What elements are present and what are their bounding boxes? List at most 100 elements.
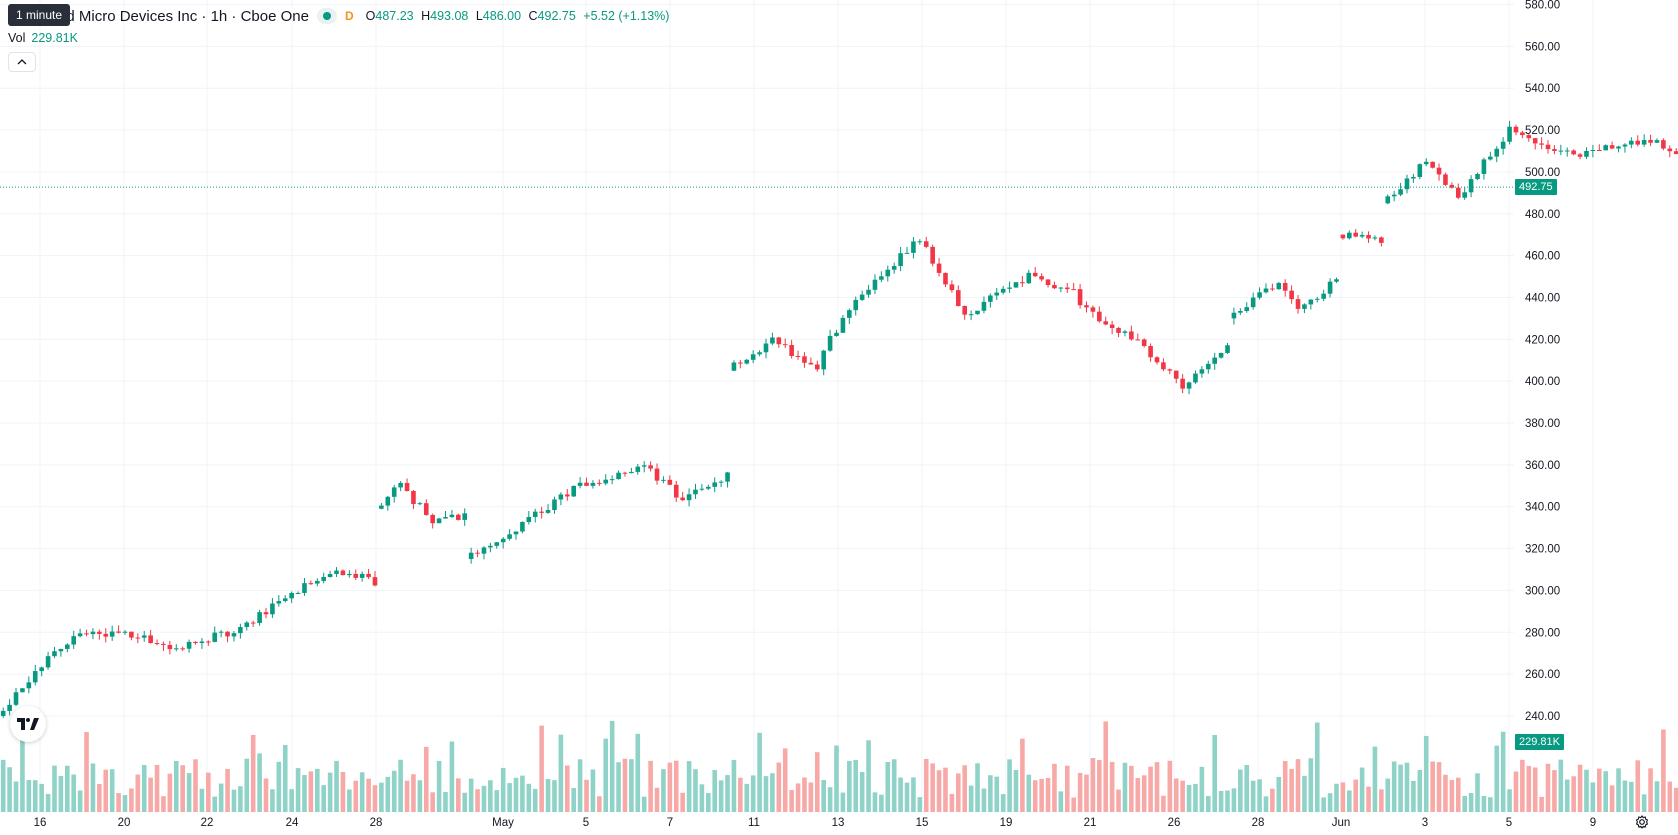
candle-body [231, 633, 237, 637]
candle-body [135, 637, 141, 639]
candle-body [1218, 352, 1224, 358]
candle-body [1276, 282, 1282, 290]
volume-bar [911, 777, 916, 812]
candle-body [1020, 282, 1025, 284]
candle-body [930, 246, 935, 264]
volume-bar [1238, 769, 1243, 812]
candle-body [1186, 382, 1192, 389]
volume-bar [1622, 780, 1628, 812]
last-volume-tag: 229.81K [1515, 734, 1564, 750]
volume-bar [353, 780, 359, 812]
candle-body [526, 516, 532, 523]
volume-bar [1673, 787, 1678, 812]
candle-body [148, 635, 153, 644]
volume-bar [1641, 794, 1647, 812]
candle-body [1661, 140, 1666, 149]
volume-bar [584, 779, 589, 812]
candle-body [244, 622, 250, 628]
volume-bar [1654, 781, 1660, 812]
candle-body [71, 636, 77, 645]
candle-body [975, 310, 980, 315]
volume-bar [1648, 768, 1653, 812]
volume-bar [58, 776, 64, 812]
candle-body [872, 279, 878, 290]
volume-bar [327, 772, 333, 812]
volume-bar [648, 760, 653, 812]
volume-bar [1372, 746, 1378, 812]
volume-bar [1475, 773, 1480, 812]
candle-body [1238, 311, 1243, 313]
chart-settings-button[interactable] [1632, 812, 1652, 832]
candle-body [32, 671, 38, 683]
volume-bar [923, 758, 929, 812]
candle-body [39, 667, 44, 672]
volume-bar [1045, 777, 1051, 812]
delayed-badge[interactable]: D [344, 9, 354, 23]
volume-bar [1013, 770, 1019, 812]
symbol-title[interactable]: Advanced Micro Devices Inc · 1h · Cboe O… [8, 7, 309, 25]
candle-body [308, 583, 314, 585]
candle-body [1558, 150, 1564, 152]
candle-body [1494, 148, 1500, 157]
volume-bar [629, 759, 634, 812]
volume-bar [597, 796, 602, 812]
candle-body [1244, 307, 1250, 312]
volume-bar [718, 780, 724, 812]
candle-body [1039, 276, 1044, 280]
candle-body [1225, 345, 1230, 353]
x-axis-label: 28 [1252, 817, 1265, 829]
volume-legend[interactable]: Vol 229.81K [8, 31, 78, 45]
volume-bar [488, 780, 493, 812]
volume-bar [1661, 729, 1666, 812]
volume-bar [782, 748, 788, 812]
volume-bar [1135, 777, 1141, 812]
volume-bar [1545, 763, 1551, 812]
volume-bar [962, 765, 968, 812]
volume-bar [1513, 771, 1519, 812]
collapse-legend-button[interactable] [8, 52, 36, 72]
candle-body [879, 276, 884, 280]
y-axis-label: 560.00 [1525, 41, 1560, 53]
candle-body [1045, 279, 1051, 286]
volume-bar [1064, 765, 1070, 812]
candle-body [45, 656, 51, 668]
market-status-icon[interactable] [316, 8, 337, 24]
volume-bar [577, 759, 583, 812]
tradingview-logo-shape [17, 718, 39, 730]
volume-bar [334, 760, 339, 812]
candle-body [1052, 285, 1057, 289]
volume-bar [545, 779, 551, 812]
volume-bar [1244, 765, 1250, 812]
candle-body [1577, 154, 1583, 157]
volume-bar [263, 778, 269, 812]
candle-body [385, 496, 391, 506]
volume-bar [763, 776, 769, 812]
volume-bar [802, 777, 807, 812]
candle-body [891, 266, 897, 270]
candle-body [1013, 282, 1019, 288]
volume-bar [731, 759, 737, 812]
candle-body [372, 577, 378, 586]
volume-bar [1404, 762, 1410, 812]
candle-body [738, 362, 743, 364]
candle-body [1173, 370, 1179, 379]
volume-bar [1084, 774, 1089, 812]
volume-bar [641, 796, 647, 812]
chevron-up-icon [17, 59, 27, 65]
volume-bar [1186, 785, 1192, 812]
tradingview-logo-icon[interactable] [10, 706, 46, 742]
volume-bar [1020, 738, 1025, 812]
volume-value: 229.81K [31, 31, 78, 45]
candle-body [1199, 369, 1205, 374]
volume-bar [314, 768, 320, 812]
candle-body [456, 514, 461, 520]
x-axis-label: 9 [1590, 817, 1596, 829]
volume-bar [507, 783, 512, 812]
volume-bar [20, 737, 25, 812]
volume-bar [417, 780, 423, 812]
candle-body [1231, 312, 1237, 319]
candle-body [1488, 156, 1493, 160]
candle-body [359, 573, 365, 578]
